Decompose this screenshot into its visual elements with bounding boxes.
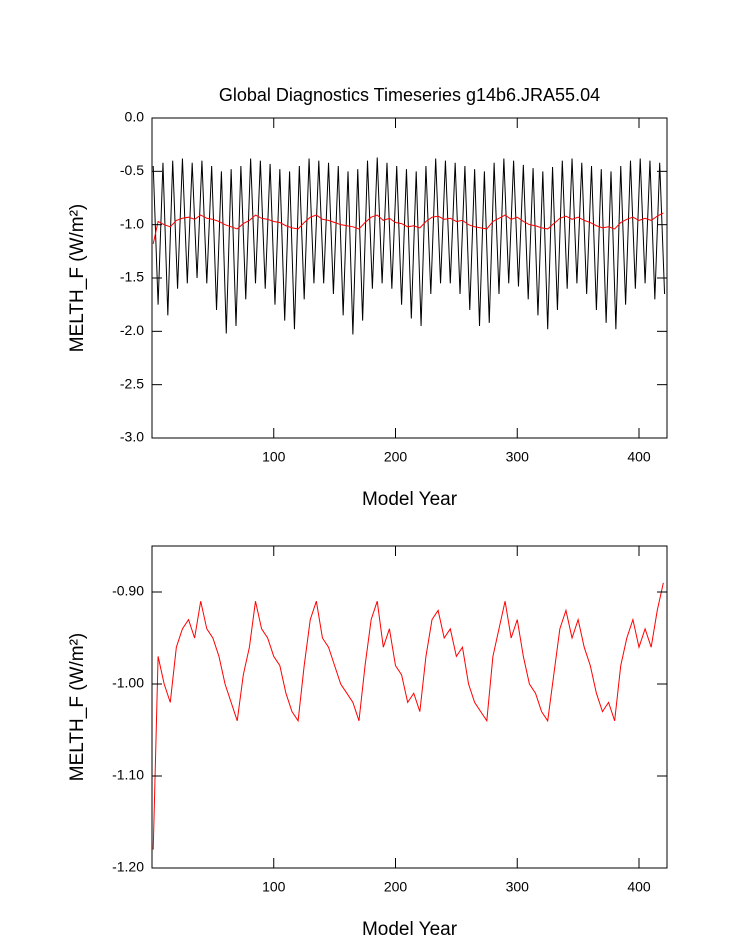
- plot-frame: [151, 545, 668, 869]
- y-tick-label: -2.5: [120, 375, 144, 391]
- y-axis-label: MELTH_F (W/m²): [67, 204, 88, 352]
- y-tick-label: -2.0: [120, 322, 144, 338]
- y-axis-label: MELTH_F (W/m²): [67, 633, 88, 781]
- x-axis-label: Model Year: [362, 489, 458, 510]
- data-line: [152, 212, 664, 244]
- x-axis-label: Model Year: [362, 919, 458, 940]
- y-tick-label: -3.0: [120, 429, 144, 445]
- y-tick-label: -1.10: [112, 767, 144, 783]
- data-line: [152, 582, 664, 850]
- y-tick-label: 0.0: [125, 109, 145, 125]
- chart-title: Global Diagnostics Timeseries g14b6.JRA5…: [219, 85, 600, 105]
- plot-frame: [151, 117, 668, 439]
- y-tick-label: -0.90: [112, 583, 144, 599]
- y-tick-label: -0.5: [120, 162, 144, 178]
- y-tick-label: -1.00: [112, 675, 144, 691]
- x-tick-label: 400: [627, 449, 651, 465]
- x-tick-label: 300: [506, 449, 530, 465]
- x-tick-label: 400: [627, 879, 651, 895]
- x-tick-label: 100: [262, 879, 286, 895]
- y-tick-label: -1.0: [120, 215, 144, 231]
- x-tick-label: 100: [262, 449, 286, 465]
- data-line: [152, 157, 666, 335]
- x-tick-label: 300: [506, 879, 530, 895]
- x-tick-label: 200: [384, 879, 408, 895]
- y-tick-label: -1.5: [120, 269, 144, 285]
- y-tick-label: -1.20: [112, 859, 144, 875]
- x-tick-label: 200: [384, 449, 408, 465]
